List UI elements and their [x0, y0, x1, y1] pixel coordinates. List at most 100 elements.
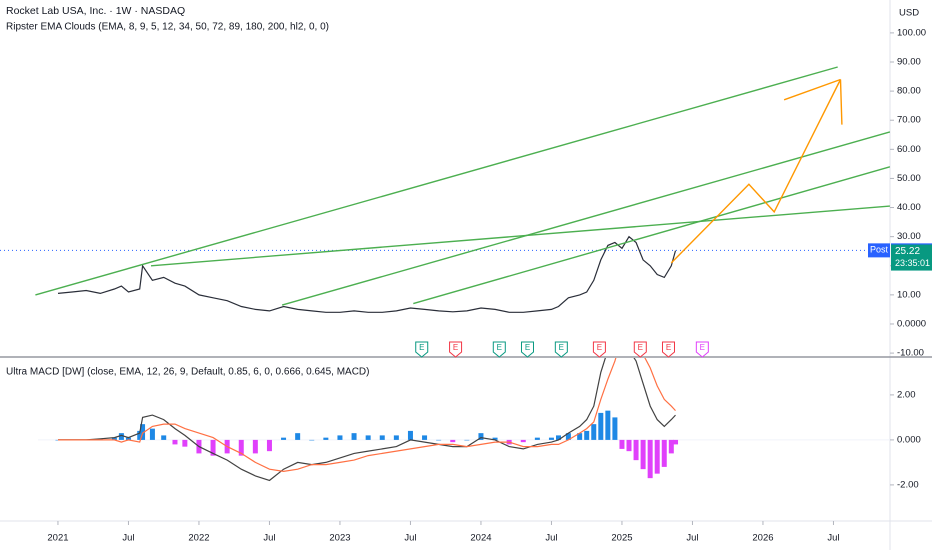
histogram-bar — [210, 439, 216, 456]
histogram-bar — [149, 428, 155, 440]
histogram-bar — [647, 439, 653, 479]
x-tick-label: Jul — [827, 533, 839, 544]
earnings-marker — [492, 341, 506, 358]
currency: USD — [899, 8, 919, 19]
y-tick-label: 70.00 — [897, 115, 921, 126]
drawing-line — [35, 66, 838, 296]
x-tick-label: Jul — [545, 533, 557, 544]
histogram-bar — [161, 435, 167, 440]
histogram-bar — [577, 433, 583, 440]
x-tick-label: Jul — [122, 533, 134, 544]
x-tick-label: 2024 — [470, 533, 491, 544]
histogram-bar — [633, 439, 639, 461]
y-tick-label: 0.000 — [897, 434, 921, 445]
histogram-bar — [450, 439, 456, 443]
drawing-line — [670, 79, 843, 264]
histogram-bar — [266, 439, 272, 452]
earnings-marker — [449, 341, 463, 358]
earnings-marker — [695, 341, 709, 358]
earnings-label: E — [597, 343, 602, 352]
histogram-bar — [309, 439, 315, 441]
histogram-bar — [492, 437, 498, 440]
histogram-bar — [436, 439, 442, 441]
x-tick-label: 2023 — [329, 533, 350, 544]
y-tick-label: -2.00 — [897, 479, 919, 490]
indicator-title: Ripster EMA Clouds (EMA, 8, 9, 5, 12, 34… — [6, 22, 329, 33]
last-price-box — [891, 244, 932, 271]
macd-line — [58, 358, 676, 482]
histogram-bar — [393, 435, 399, 440]
earnings-marker — [592, 341, 606, 358]
y-tick-label: 90.00 — [897, 57, 921, 68]
y-tick-label: 10.00 — [897, 289, 921, 300]
chart-title: Rocket Lab USA, Inc. · 1W · NASDAQ — [6, 5, 185, 17]
earnings-label: E — [700, 343, 705, 352]
histogram-bar — [548, 437, 554, 440]
histogram-bar — [661, 439, 667, 467]
histogram-bar — [140, 424, 146, 440]
earnings-label: E — [419, 343, 424, 352]
histogram-bar — [422, 435, 428, 440]
drawing-line — [783, 78, 841, 101]
earnings-label: E — [559, 343, 564, 352]
overlay: Rocket Lab USA, Inc. · 1W · NASDAQ Ripst… — [6, 5, 932, 544]
histogram-bar — [238, 439, 244, 456]
histogram-bar — [55, 439, 61, 441]
earnings-label: E — [453, 343, 458, 352]
histogram-bar — [137, 430, 143, 440]
histogram-bar — [323, 437, 329, 440]
histogram-bar — [118, 433, 124, 440]
y-tick-label: 50.00 — [897, 173, 921, 184]
histogram-bar — [464, 439, 470, 441]
histogram-bar — [478, 433, 484, 440]
earnings-label: E — [497, 343, 502, 352]
earnings-marker — [633, 341, 647, 358]
histogram-bar — [668, 439, 674, 454]
histogram-bar — [379, 435, 385, 440]
x-tick-label: Jul — [263, 533, 275, 544]
last-price: 25.22 — [895, 246, 920, 257]
drawing-line — [150, 205, 890, 267]
histogram-bar — [612, 417, 618, 440]
histogram-bar — [252, 439, 258, 454]
histogram-bar — [605, 410, 611, 440]
x-tick-label: 2026 — [752, 533, 773, 544]
histogram-bar — [520, 439, 526, 443]
histogram-bar — [673, 439, 679, 445]
countdown: 23:35:01 — [895, 258, 930, 268]
macd-pane — [37, 358, 890, 482]
histogram-bar — [654, 439, 660, 474]
earnings-label: E — [666, 343, 671, 352]
y-tick-label: 100.00 — [897, 27, 926, 38]
drawing-line — [281, 131, 890, 306]
histogram-bar — [295, 433, 301, 440]
macd-line — [58, 358, 676, 473]
earnings-marker — [520, 341, 534, 358]
earnings-label: E — [638, 343, 643, 352]
histogram-bar — [281, 437, 287, 440]
x-tick-label: 2022 — [188, 533, 209, 544]
histogram-bar — [534, 437, 540, 440]
histogram-bar — [556, 435, 562, 440]
histogram-bar — [111, 437, 117, 440]
histogram-bar — [619, 439, 625, 449]
histogram-bar — [565, 433, 571, 440]
earnings-marker — [661, 341, 675, 358]
y-tick-label: 60.00 — [897, 144, 921, 155]
y-tick-label: 40.00 — [897, 202, 921, 213]
drawing-line — [413, 166, 890, 305]
histogram-bar — [182, 439, 188, 447]
histogram-bar — [591, 424, 597, 440]
price-pane — [0, 66, 890, 313]
price-line — [57, 235, 677, 313]
y-tick-label: 80.00 — [897, 86, 921, 97]
histogram-bar — [626, 439, 632, 452]
histogram-bar — [125, 437, 131, 440]
x-tick-label: Jul — [404, 533, 416, 544]
histogram-bar — [640, 439, 646, 470]
histogram-bar — [584, 430, 590, 440]
earnings-marker — [554, 341, 568, 358]
y-tick-label: -10.00 — [897, 348, 924, 359]
histogram-bar — [598, 412, 604, 440]
